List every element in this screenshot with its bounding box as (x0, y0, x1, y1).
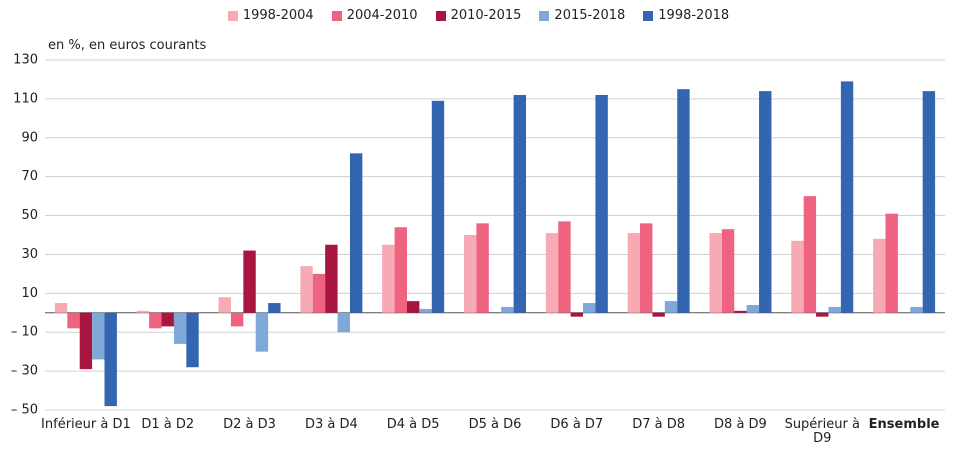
legend-swatch (331, 10, 342, 21)
bar (910, 306, 923, 313)
bar (337, 312, 350, 333)
bar (136, 310, 150, 313)
legend-swatch (435, 10, 446, 21)
legend-label: 1998-2018 (658, 8, 730, 23)
bar (382, 244, 395, 313)
legend-swatch (643, 10, 654, 21)
bar (431, 100, 445, 313)
x-tick-label: D8 à D9 (714, 417, 767, 432)
bar (312, 273, 326, 313)
x-tick-label: D3 à D4 (304, 417, 358, 432)
bar (173, 312, 187, 344)
bar (325, 244, 338, 313)
bar (709, 233, 722, 313)
bar (243, 250, 256, 313)
bar (828, 306, 841, 313)
bar (734, 310, 747, 313)
bar (664, 301, 678, 313)
x-tick-label: D2 à D3 (223, 417, 276, 432)
x-tick-label: D4 à D5 (386, 417, 440, 432)
bar (104, 312, 117, 407)
legend-item: 2010-2015 (435, 8, 522, 23)
x-tick-label: D6 à D7 (550, 417, 604, 432)
bar (652, 312, 665, 317)
x-tick-label: D7 à D8 (632, 417, 686, 432)
bar (922, 91, 936, 313)
legend-label: 2010-2015 (450, 8, 522, 23)
bar (840, 81, 854, 313)
legend-item: 1998-2004 (227, 8, 314, 23)
legend-swatch (227, 10, 238, 21)
bar (464, 235, 477, 313)
bar (300, 266, 313, 313)
bar (149, 312, 162, 329)
bar (803, 196, 817, 313)
bar (791, 240, 804, 313)
bar (627, 233, 641, 313)
legend-swatch (539, 10, 550, 21)
bar (419, 308, 432, 313)
bar (759, 91, 772, 313)
y-tick-label: 70 (21, 169, 38, 184)
bar (501, 306, 514, 313)
x-tick-label: D5 à D6 (468, 417, 522, 432)
legend-label: 1998-2004 (242, 8, 314, 23)
y-tick-label: 130 (13, 53, 38, 68)
x-tick-label: Inférieur à D1 (41, 417, 131, 432)
bar (79, 312, 93, 370)
y-tick-label: – 50 (11, 403, 38, 418)
legend-label: 2004-2010 (346, 8, 418, 23)
bar (230, 312, 244, 327)
bar (161, 312, 174, 327)
bar (186, 312, 199, 368)
y-axis-label: en %, en euros courants (48, 38, 207, 53)
bar (255, 312, 269, 352)
bar (67, 312, 80, 329)
y-tick-label: – 10 (11, 325, 38, 340)
y-tick-label: 10 (21, 286, 38, 301)
bar (218, 297, 231, 313)
bar (595, 95, 608, 313)
bar (873, 238, 886, 313)
y-tick-label: 110 (13, 91, 38, 106)
bar (406, 301, 420, 313)
bar (677, 89, 690, 313)
bar (92, 312, 105, 360)
bar (816, 312, 829, 317)
y-tick-label: 90 (21, 130, 38, 145)
legend-item: 1998-2018 (643, 8, 729, 23)
x-tick-label: Supérieur à D9 (784, 417, 860, 446)
bar (54, 303, 68, 313)
bar (513, 95, 526, 313)
bar (268, 303, 281, 313)
y-tick-label: 30 (21, 247, 38, 262)
y-tick-label: 50 (21, 208, 38, 223)
bar (349, 153, 363, 313)
bar (746, 305, 760, 313)
x-tick-label: D1 à D2 (141, 417, 195, 432)
legend: 1998-2004 2004-2010 2010-2015 2015-2018 1998… (0, 8, 957, 23)
bar (545, 233, 559, 313)
legend-label: 2015-2018 (554, 8, 626, 23)
bar (570, 312, 584, 317)
bar (583, 303, 596, 313)
bar (640, 223, 653, 313)
bar (394, 227, 407, 313)
legend-item: 2015-2018 (539, 8, 625, 23)
bar (721, 229, 735, 313)
bar (885, 213, 898, 313)
y-tick-label: – 30 (11, 364, 38, 379)
bar (476, 223, 489, 313)
bar (558, 221, 571, 313)
legend-item: 2004-2010 (331, 8, 418, 23)
x-tick-label: Ensemble (868, 417, 940, 432)
